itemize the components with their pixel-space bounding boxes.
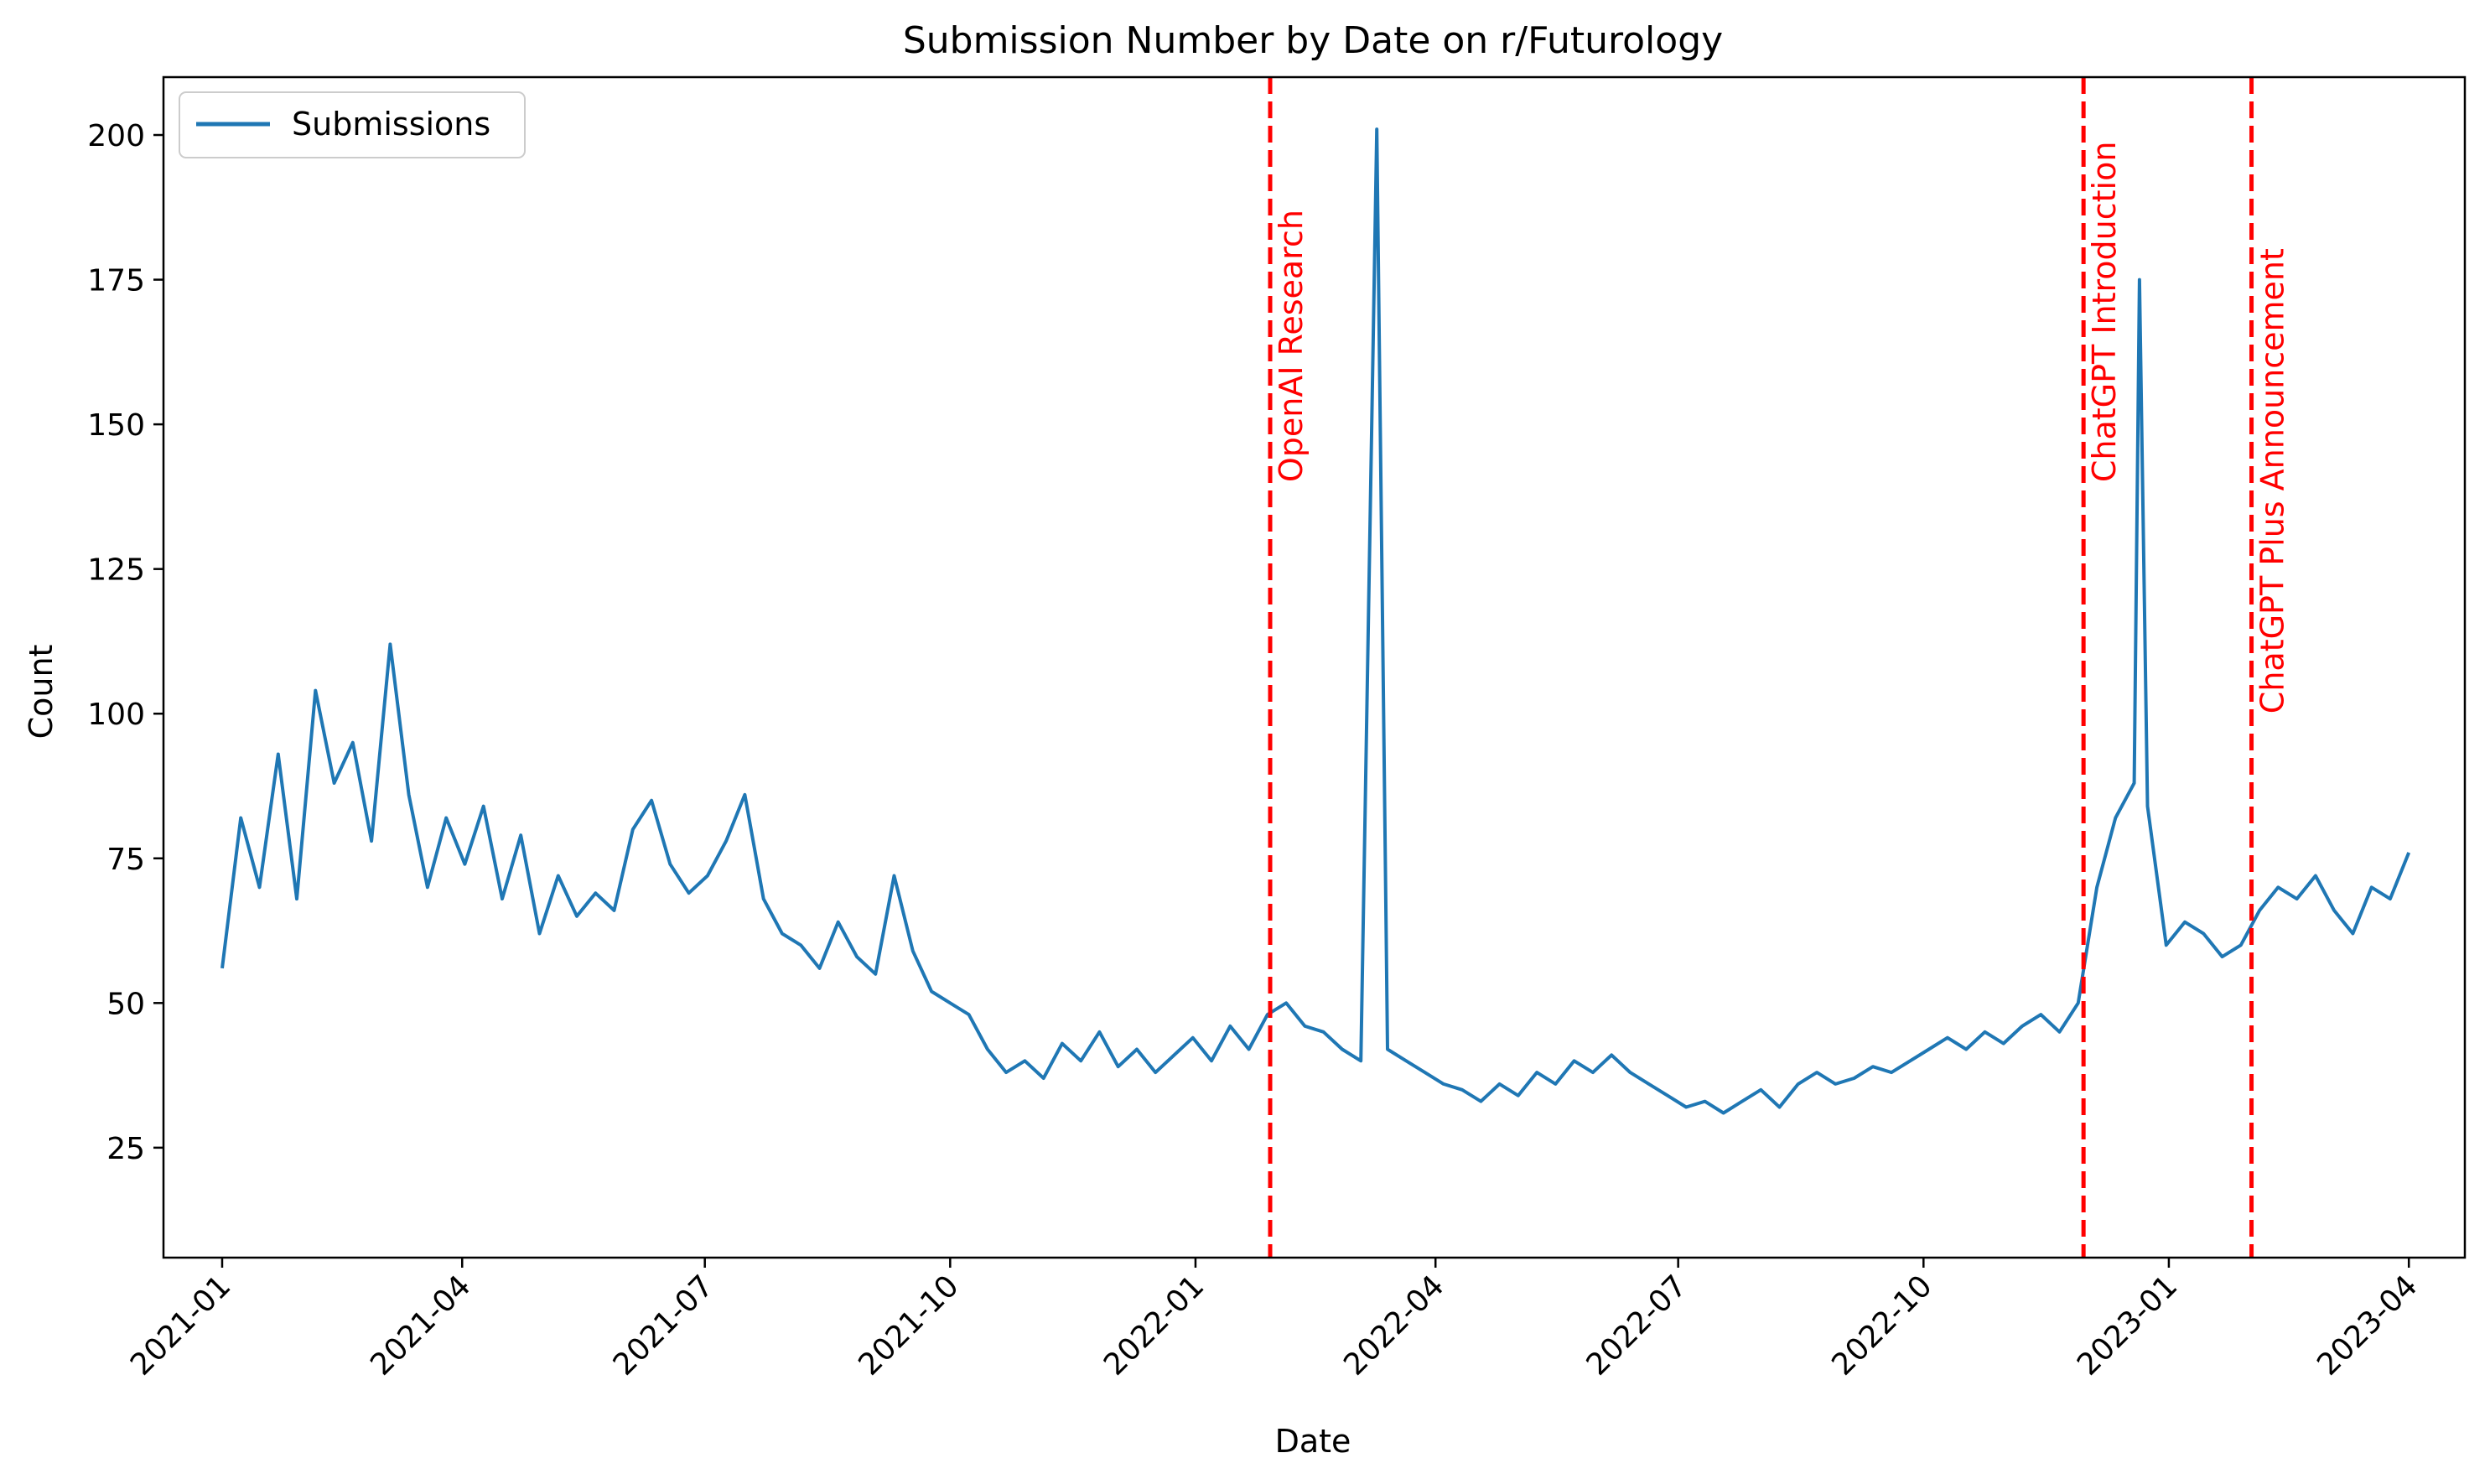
- legend: Submissions: [179, 91, 526, 158]
- y-tick-label: 200: [87, 119, 145, 153]
- y-tick-label: 150: [87, 408, 145, 443]
- y-tick-label: 50: [106, 987, 145, 1021]
- x-axis-label: Date: [1275, 1423, 1351, 1460]
- y-tick-label: 25: [106, 1132, 145, 1166]
- axes-frame: [162, 75, 2467, 1259]
- legend-label: Submissions: [292, 106, 490, 143]
- y-tick-label: 175: [87, 264, 145, 298]
- y-tick-label: 75: [106, 843, 145, 877]
- annotation-label: ChatGPT Plus Announcement: [2254, 248, 2291, 713]
- y-axis-label: Count: [23, 645, 60, 739]
- chart-title: Submission Number by Date on r/Futurolog…: [903, 19, 1723, 62]
- y-tick-label: 100: [87, 698, 145, 732]
- y-tick-label: 125: [87, 553, 145, 588]
- series-line: [220, 127, 2411, 1115]
- annotation-label: OpenAI Research: [1273, 210, 1310, 482]
- legend-box: [179, 91, 526, 158]
- annotation-label: ChatGPT Introduction: [2086, 142, 2123, 483]
